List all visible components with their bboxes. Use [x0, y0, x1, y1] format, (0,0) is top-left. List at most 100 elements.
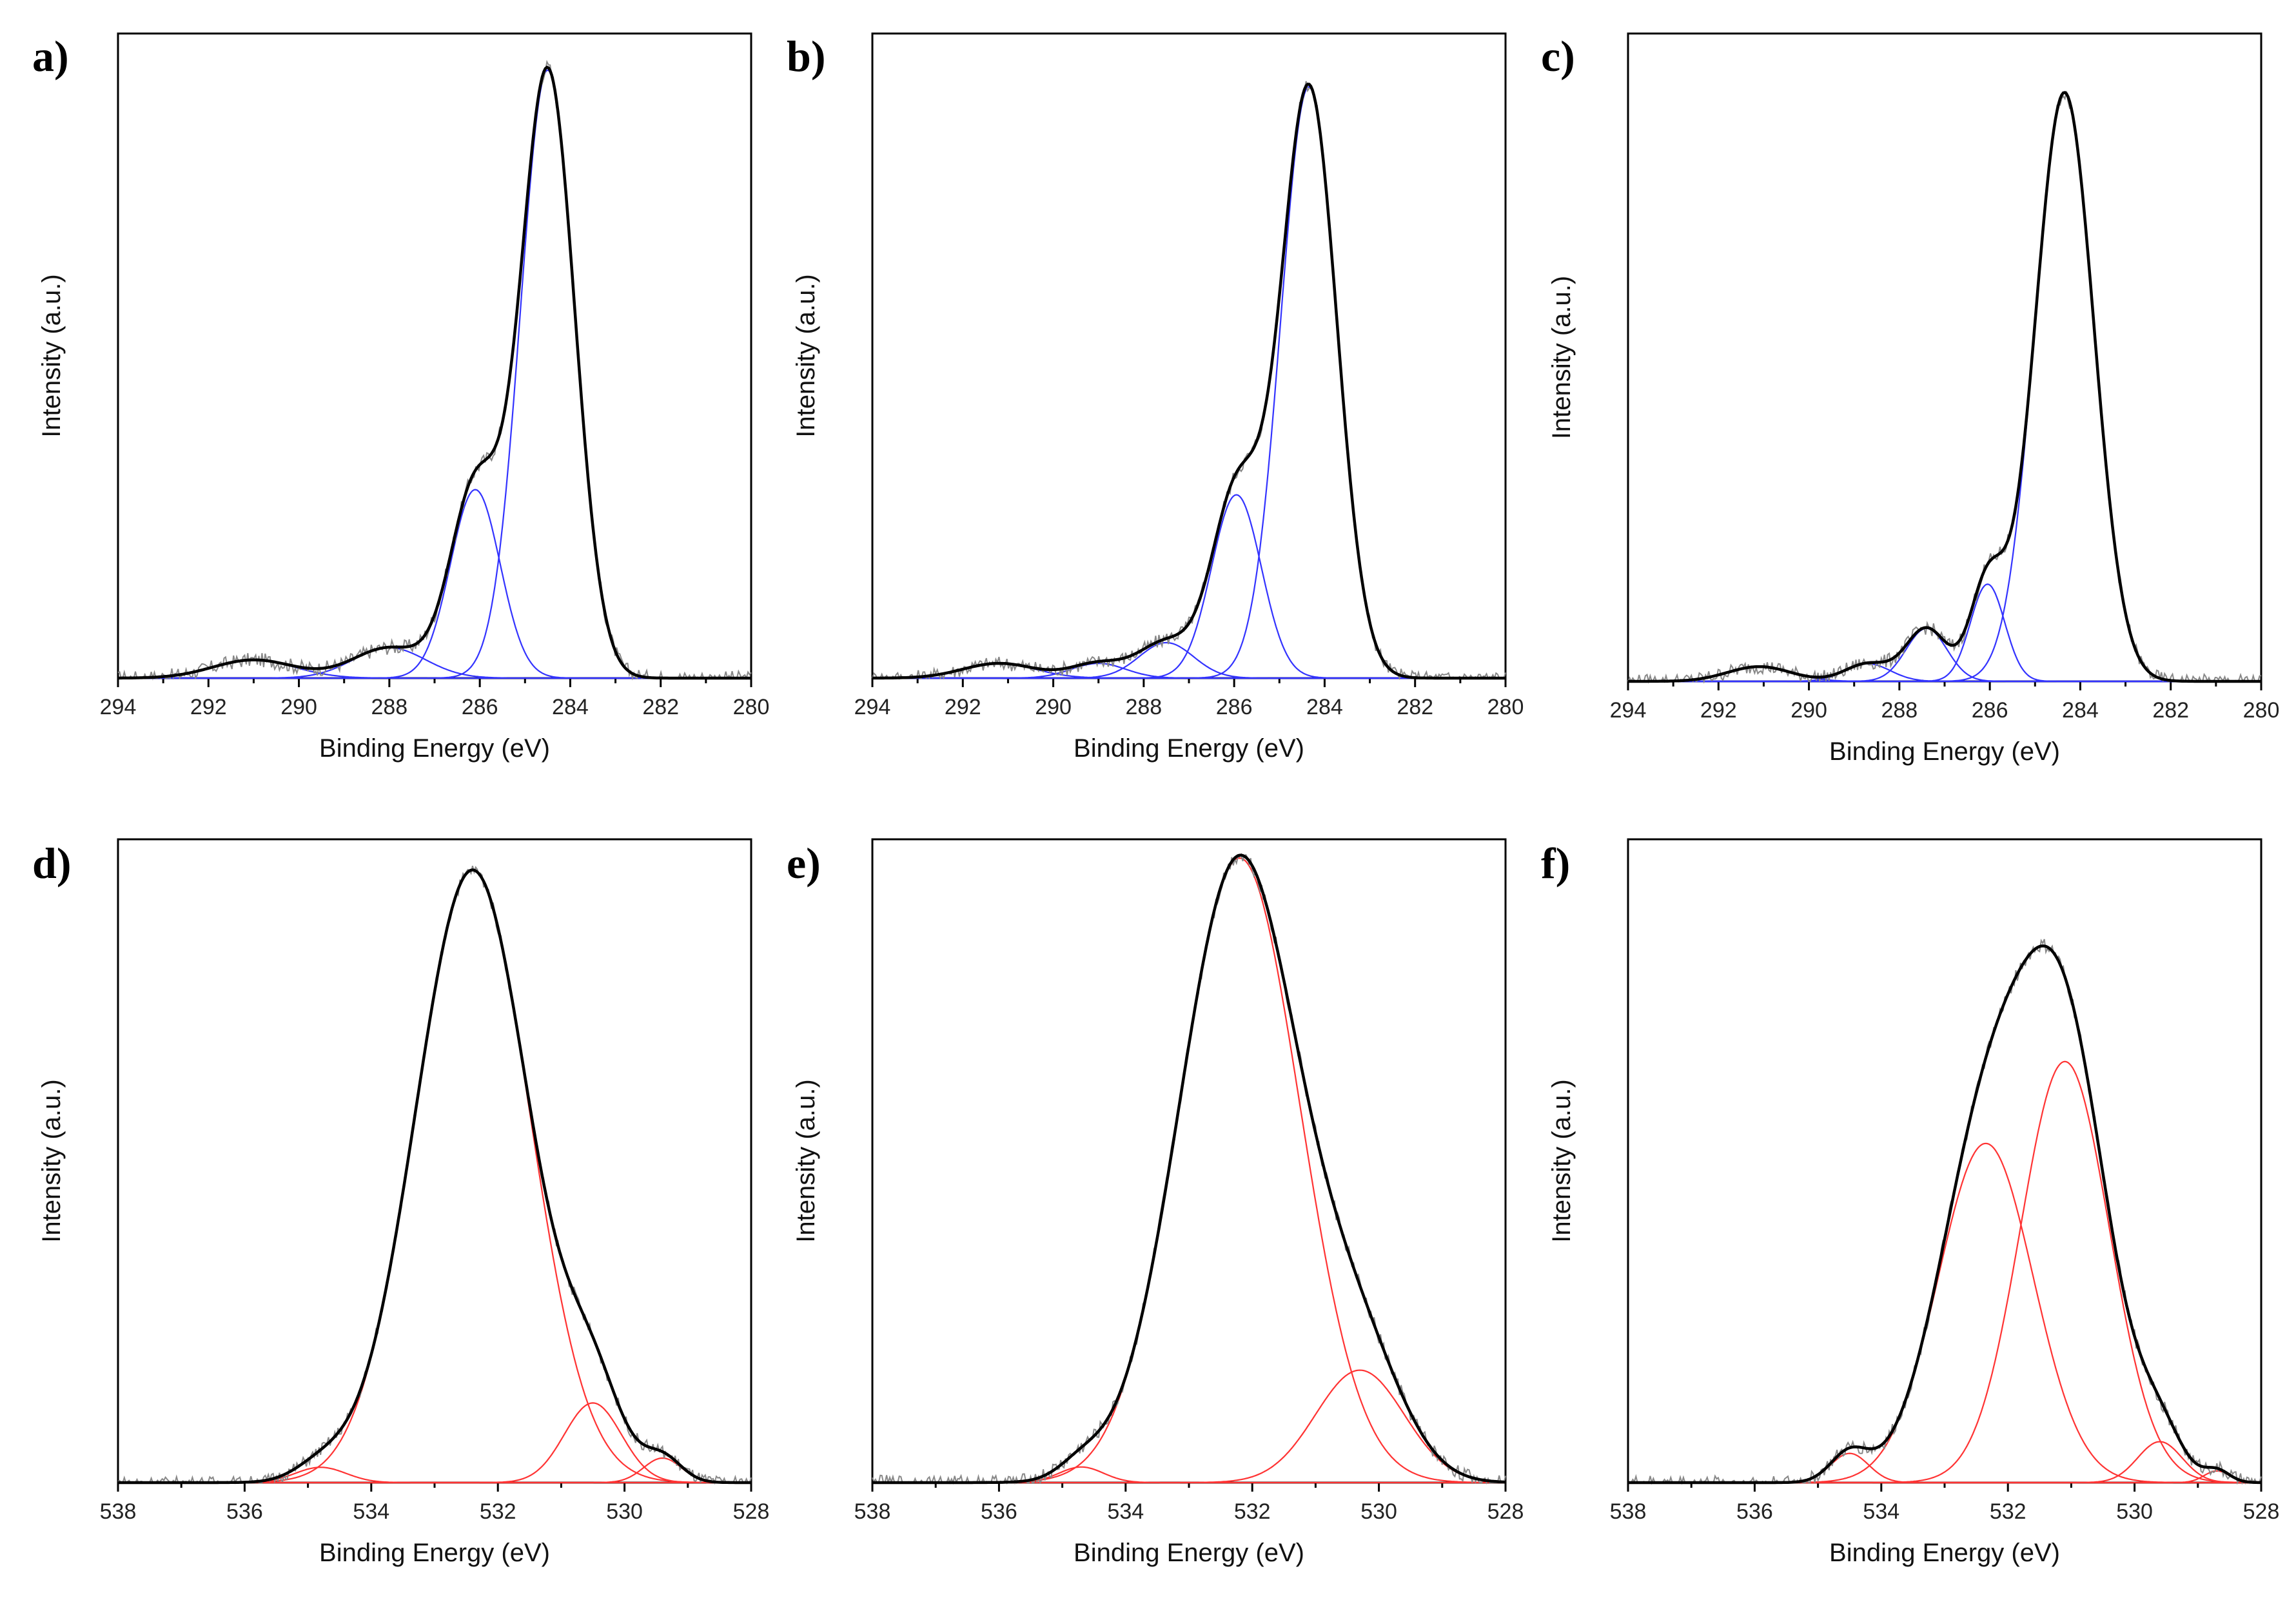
- x-tick-label: 530: [1360, 1499, 1397, 1524]
- x-tick-label: 536: [226, 1499, 263, 1524]
- fit-component-2: [118, 489, 751, 679]
- x-axis-title: Binding Energy (eV): [1074, 1539, 1304, 1567]
- panel-label: a): [32, 32, 69, 81]
- x-tick-label: 288: [1125, 695, 1162, 719]
- fit-envelope: [1628, 91, 2261, 683]
- fit-component-1: [872, 857, 1506, 1484]
- fit-component-2: [118, 1402, 751, 1484]
- x-axis-title: Binding Energy (eV): [1829, 737, 2060, 766]
- x-tick-label: 532: [1990, 1499, 2026, 1524]
- y-axis-title: Intensity (a.u.): [37, 1079, 66, 1242]
- x-axis-title: Binding Energy (eV): [1829, 1539, 2060, 1567]
- xps-panel-6: f) 538 536 534 532 530 528 Binding Energy (eV) I…: [1541, 838, 2280, 1567]
- raw-spectrum: [1627, 91, 2262, 684]
- xps-panel-1: a) 294 292 290 288 286 284 282 280 Binding Energy…: [32, 32, 769, 763]
- panel-label: b): [787, 32, 825, 81]
- x-tick-label: 528: [1487, 1499, 1524, 1524]
- fit-component-1: [118, 69, 751, 679]
- panel-label: f): [1541, 839, 1570, 888]
- fit-envelope: [872, 853, 1506, 1485]
- plot-frame: [117, 838, 752, 1484]
- x-tick-label: 284: [2062, 698, 2099, 723]
- x-tick-label: 288: [1881, 698, 1918, 723]
- x-tick-label: 294: [1610, 698, 1647, 723]
- y-axis-title: Intensity (a.u.): [1547, 276, 1576, 439]
- fit-envelope: [118, 868, 751, 1485]
- x-tick-label: 282: [2152, 698, 2189, 723]
- x-tick-label: 280: [1487, 695, 1524, 719]
- x-tick-label: 536: [981, 1499, 1017, 1524]
- fit-component-3: [1628, 1441, 2261, 1484]
- xps-panel-4: d) 538 536 534 532 530 528 Binding Energy (eV) I…: [32, 838, 770, 1567]
- x-tick-label: 282: [1397, 695, 1433, 719]
- plot-frame: [871, 838, 1507, 1484]
- x-tick-label: 286: [462, 695, 498, 719]
- x-tick-label: 530: [606, 1499, 643, 1524]
- plot-frame: [871, 32, 1507, 679]
- x-tick-label: 294: [854, 695, 891, 719]
- raw-spectrum: [872, 853, 1506, 1485]
- fit-component-2: [872, 1369, 1506, 1484]
- xps-panel-5: e) 538 536 534 532 530 528 Binding Energy (eV) I…: [787, 838, 1524, 1567]
- x-tick-label: 294: [100, 695, 137, 719]
- x-tick-label: 530: [2116, 1499, 2153, 1524]
- fit-component-1: [1628, 92, 2261, 683]
- x-tick-label: 534: [1863, 1499, 1899, 1524]
- fit-component-1: [872, 86, 1506, 679]
- x-tick-label: 532: [1234, 1499, 1271, 1524]
- x-tick-label: 292: [1700, 698, 1737, 723]
- x-tick-label: 280: [2243, 698, 2280, 723]
- x-tick-label: 284: [1306, 695, 1343, 719]
- x-tick-label: 532: [480, 1499, 516, 1524]
- fit-component-2: [872, 494, 1506, 679]
- raw-spectrum: [117, 865, 752, 1485]
- x-tick-label: 286: [1972, 698, 2008, 723]
- x-axis-title: Binding Energy (eV): [319, 734, 550, 763]
- fit-envelope: [118, 65, 751, 680]
- fit-component-1: [118, 869, 751, 1484]
- panel-label: d): [32, 839, 71, 888]
- x-tick-label: 290: [1791, 698, 1827, 723]
- x-tick-label: 534: [1107, 1499, 1144, 1524]
- fit-component-2: [1628, 583, 2261, 683]
- y-axis-title: Intensity (a.u.): [37, 274, 66, 437]
- fit-component-3: [872, 1466, 1506, 1484]
- x-tick-label: 290: [1035, 695, 1072, 719]
- x-tick-label: 280: [733, 695, 770, 719]
- x-axis-title: Binding Energy (eV): [319, 1539, 550, 1567]
- xps-panel-2: b) 294 292 290 288 286 284 282 280 Binding Energy…: [787, 32, 1524, 763]
- raw-spectrum: [872, 81, 1506, 681]
- x-tick-label: 538: [1610, 1499, 1647, 1524]
- x-tick-label: 286: [1216, 695, 1253, 719]
- x-tick-label: 292: [945, 695, 981, 719]
- x-tick-label: 290: [280, 695, 317, 719]
- x-tick-label: 284: [552, 695, 589, 719]
- fit-envelope: [1628, 944, 2261, 1485]
- x-tick-label: 536: [1736, 1499, 1773, 1524]
- plot-frame: [1627, 32, 2262, 683]
- fit-component-4: [1628, 1452, 2261, 1484]
- plot-frame: [117, 32, 752, 679]
- raw-spectrum: [1628, 939, 2262, 1485]
- x-tick-label: 292: [190, 695, 227, 719]
- raw-spectrum: [117, 59, 752, 681]
- panel-label: c): [1541, 32, 1575, 81]
- y-axis-title: Intensity (a.u.): [792, 274, 820, 437]
- x-tick-label: 528: [733, 1499, 770, 1524]
- fit-component-4: [118, 1466, 751, 1484]
- fit-envelope: [872, 83, 1506, 680]
- x-axis-title: Binding Energy (eV): [1074, 734, 1304, 763]
- y-axis-title: Intensity (a.u.): [1547, 1079, 1576, 1242]
- x-tick-label: 282: [642, 695, 679, 719]
- xps-panel-3: c) 294 292 290 288 286 284 282 280 Binding Energy…: [1541, 32, 2279, 766]
- x-tick-label: 534: [353, 1499, 389, 1524]
- fit-component-1: [1628, 1142, 2261, 1484]
- fit-component-2: [1628, 1060, 2261, 1484]
- plot-frame: [1627, 838, 2262, 1484]
- x-tick-label: 528: [2243, 1499, 2280, 1524]
- x-tick-label: 538: [854, 1499, 891, 1524]
- x-tick-label: 288: [371, 695, 407, 719]
- x-tick-label: 538: [100, 1499, 137, 1524]
- panel-label: e): [787, 839, 821, 888]
